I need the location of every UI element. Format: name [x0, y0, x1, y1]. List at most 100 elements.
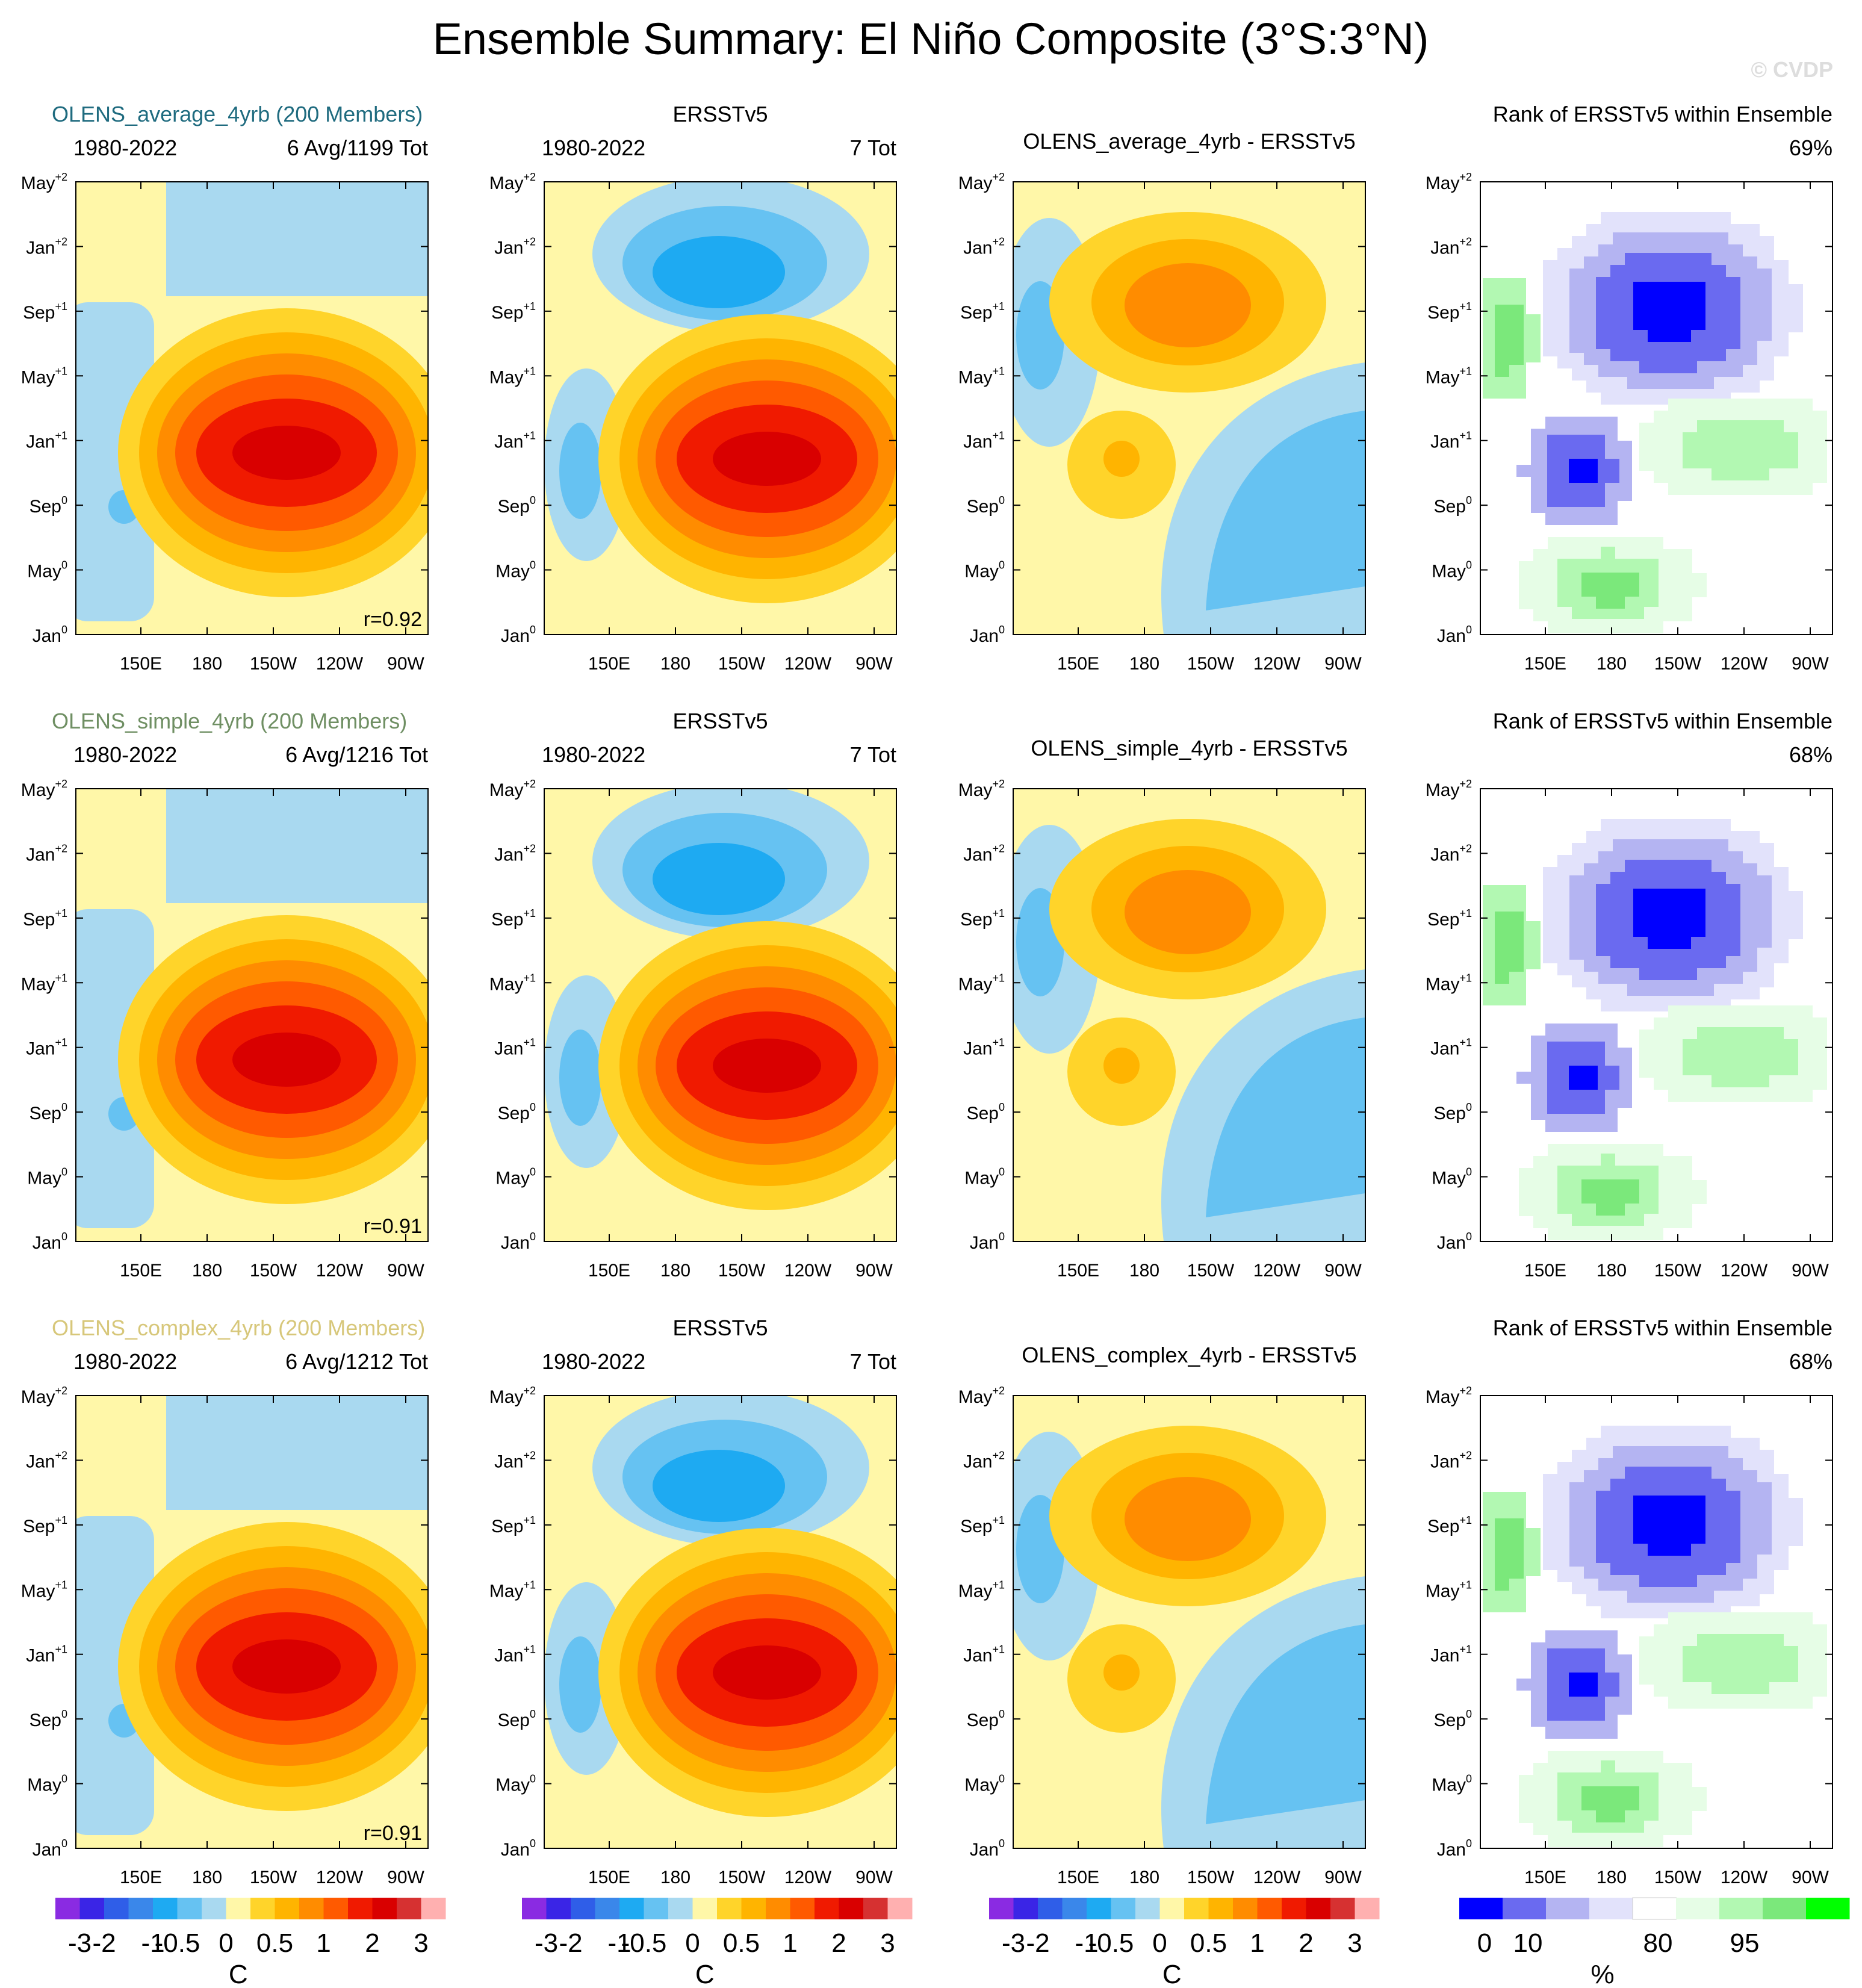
y-tick-label: May+2 [958, 171, 1005, 193]
colorbar-row: -3 -2 -1-0.5 0 0.5 1 2 3C-3 -2 -1-0.5 0 0.5 1 2 3C-3 -2… [55, 1897, 1850, 1988]
colorbar-swatch [1589, 1898, 1633, 1919]
y-tick-label: Sep+1 [960, 1514, 1005, 1536]
x-tick-label: 150W [250, 1261, 297, 1281]
colorbar-swatch [153, 1898, 178, 1919]
y-tick-label: Sep+1 [1427, 907, 1472, 930]
x-tick-label: 150W [1654, 654, 1702, 674]
x-tick-label: 120W [784, 1868, 832, 1887]
colorbar-units: C [695, 1960, 715, 1988]
x-tick-label: 120W [1721, 1868, 1768, 1887]
y-tick-label: May+1 [958, 365, 1005, 387]
colorbar-swatch [1763, 1898, 1807, 1919]
colorbar-anomaly: -3 -2 -1-0.5 0 0.5 1 2 3 C [55, 1898, 446, 1988]
colorbar-swatch [1184, 1898, 1209, 1919]
x-tick-label: 180 [1597, 1261, 1627, 1281]
colorbar-tick-label: 80 [1643, 1928, 1673, 1958]
rank-field [1480, 181, 1833, 635]
rank-field [1480, 1395, 1833, 1849]
colorbar-tick-label: -1 [141, 1928, 164, 1958]
contour-field [76, 182, 428, 635]
obs-count-label: 7 Tot [850, 1349, 896, 1374]
plot-frame [1013, 1395, 1366, 1849]
colorbar-tick-label: 10 [1513, 1928, 1543, 1958]
pattern-correlation-label: r=0.92 [364, 608, 422, 631]
colorbar-swatch [989, 1898, 1014, 1919]
colorbar-swatch [55, 1898, 80, 1919]
colorbar-swatch [1459, 1898, 1503, 1919]
x-tick-label: 180 [192, 1261, 222, 1281]
y-tick-label: Jan0 [501, 1231, 536, 1253]
x-tick-label: 120W [316, 654, 364, 674]
model-title: OLENS_simple_4yrb (200 Members) [52, 709, 407, 733]
x-tick-label: 150W [718, 1261, 766, 1281]
y-tick-label: Jan+2 [494, 235, 536, 258]
panel-difference: OLENS_average_4yrb - ERSSTv5 Jan0 May0 Sep0… [958, 129, 1366, 674]
x-tick-label: 150W [250, 1868, 297, 1887]
colorbar-swatch [619, 1898, 644, 1919]
colorbar-tick-label: 3 [414, 1928, 428, 1958]
y-tick-label: Jan+1 [26, 1644, 67, 1666]
colorbar-swatch [546, 1898, 571, 1919]
panel-rank: Rank of ERSSTv5 within Ensemble 68% Jan0 Ma… [1426, 709, 1833, 1281]
y-tick-label: May0 [964, 1773, 1005, 1795]
y-tick-label: Sep0 [29, 1708, 67, 1730]
difference-title: OLENS_simple_4yrb - ERSSTv5 [1031, 736, 1347, 760]
y-tick-label: Jan+2 [494, 1449, 536, 1471]
x-tick-label: 90W [387, 1261, 424, 1281]
y-tick-label: Sep+1 [960, 907, 1005, 930]
y-tick-label: Sep0 [29, 1101, 67, 1123]
colorbar-swatch [421, 1898, 446, 1919]
plot-frame [75, 181, 429, 635]
obs-count-label: 7 Tot [850, 742, 896, 767]
y-tick-label: Sep+1 [491, 907, 536, 930]
panel-grid: OLENS_average_4yrb (200 Members) 1980-202… [21, 102, 1833, 1887]
colorbar-tick-label: -1 [1075, 1928, 1098, 1958]
y-tick-label: Jan0 [1437, 624, 1472, 646]
y-tick-label: Jan+1 [963, 430, 1005, 452]
plot-frame [1480, 788, 1833, 1242]
colorbar-swatch [1632, 1897, 1677, 1920]
watermark: © CVDP [1751, 57, 1833, 82]
y-tick-label: Sep0 [1434, 494, 1472, 517]
panel-model-composite: OLENS_complex_4yrb (200 Members) 1980-202… [21, 1315, 429, 1887]
colorbar-tick-label: 0 [1152, 1928, 1167, 1958]
y-tick-label: Jan+2 [26, 842, 67, 865]
x-tick-label: 180 [660, 1868, 690, 1887]
colorbar-swatch [1257, 1898, 1282, 1919]
y-tick-label: May+2 [958, 1385, 1005, 1407]
colorbar-tick-label: 2 [1299, 1928, 1313, 1958]
colorbar-tick-label: -2 [92, 1928, 116, 1958]
rank-field [1480, 788, 1833, 1242]
y-tick-label: Sep+1 [23, 300, 67, 323]
y-tick-label: May+1 [1426, 972, 1472, 994]
x-tick-label: 150E [120, 1261, 162, 1281]
y-tick-label: May0 [964, 559, 1005, 582]
x-tick-label: 150E [588, 1261, 630, 1281]
colorbar-swatch [571, 1898, 595, 1919]
panel-difference: OLENS_simple_4yrb - ERSSTv5 Jan0 May0 Sep0 J… [958, 736, 1366, 1281]
x-tick-label: 90W [855, 654, 893, 674]
y-tick-label: Sep+1 [960, 300, 1005, 323]
colorbar-tick-label: -3 [535, 1928, 558, 1958]
colorbar-swatch [790, 1898, 815, 1919]
x-tick-label: 150E [120, 1868, 162, 1887]
x-tick-label: 180 [660, 654, 690, 674]
avg-count-label: 6 Avg/1212 Tot [285, 1349, 428, 1374]
y-tick-label: Jan+1 [494, 1644, 536, 1666]
avg-count-label: 6 Avg/1216 Tot [285, 742, 428, 767]
x-tick-label: 180 [192, 1868, 222, 1887]
contour-field [76, 1396, 428, 1848]
panel-model-composite: OLENS_average_4yrb (200 Members) 1980-202… [21, 102, 429, 674]
y-tick-label: Jan+2 [963, 842, 1005, 865]
y-tick-label: Sep0 [1434, 1101, 1472, 1123]
colorbar-tick-label: 3 [1347, 1928, 1362, 1958]
y-tick-label: Jan0 [1437, 1231, 1472, 1253]
rank-title: Rank of ERSSTv5 within Ensemble [1493, 709, 1833, 733]
colorbar-tick-label: 3 [880, 1928, 895, 1958]
y-tick-label: Sep0 [498, 494, 536, 517]
x-tick-label: 150E [1524, 1868, 1566, 1887]
y-tick-label: May+1 [958, 1579, 1005, 1601]
plot-frame [1480, 181, 1833, 635]
colorbar-swatch [299, 1898, 324, 1919]
colorbar-swatch [644, 1898, 669, 1919]
